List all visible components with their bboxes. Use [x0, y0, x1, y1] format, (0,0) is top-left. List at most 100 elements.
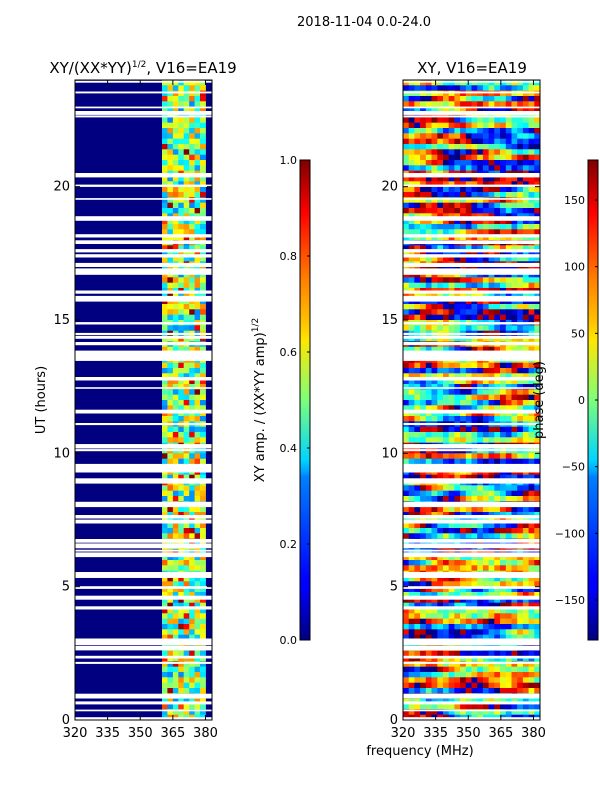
phase-cell	[460, 474, 467, 481]
phase-cell	[460, 229, 467, 236]
phase-cell	[448, 181, 455, 188]
phase-cell	[448, 336, 455, 342]
amplitude-cell	[178, 154, 185, 161]
phase-cell	[505, 704, 512, 710]
phase-cell	[408, 560, 415, 566]
amplitude-cell	[172, 144, 179, 150]
amplitude-cell	[194, 80, 201, 86]
amplitude-cell	[178, 656, 185, 662]
amplitude-cell	[162, 426, 168, 433]
amplitude-cell	[167, 304, 174, 310]
phase-cell	[437, 149, 444, 156]
phase-cell	[517, 346, 524, 353]
phase-cell	[448, 197, 455, 204]
phase-cell	[511, 416, 518, 422]
phase-cell	[488, 618, 495, 625]
x-tick-label: 365	[160, 726, 185, 741]
phase-cell	[528, 389, 535, 396]
phase-cell	[522, 597, 530, 604]
phase-cell	[448, 554, 455, 561]
phase-cell	[505, 250, 512, 257]
amplitude-cell	[178, 549, 185, 556]
phase-cell	[517, 96, 524, 102]
phase-cell	[511, 133, 518, 140]
phase-cell	[477, 192, 484, 198]
phase-cell	[425, 325, 432, 332]
flagged-row	[403, 717, 540, 720]
phase-cell	[522, 613, 530, 620]
phase-cell	[488, 485, 495, 492]
phase-cell	[488, 608, 495, 614]
phase-cell	[443, 709, 450, 716]
amplitude-cell	[167, 565, 174, 572]
phase-cell	[488, 229, 495, 236]
amplitude-cell	[178, 272, 185, 278]
phase-cell	[488, 656, 495, 662]
phase-cell	[511, 149, 518, 156]
phase-cell	[460, 362, 467, 369]
flagged-row	[403, 240, 540, 244]
phase-cell	[431, 656, 438, 662]
flagged-row	[75, 106, 212, 109]
amplitude-cell	[189, 586, 196, 593]
phase-cell	[403, 314, 410, 321]
phase-cell	[511, 496, 518, 502]
phase-cell	[414, 138, 421, 145]
phase-cell	[477, 122, 484, 129]
phase-cell	[471, 384, 478, 390]
phase-cell	[517, 704, 524, 710]
phase-cell	[465, 549, 472, 556]
phase-cell	[443, 666, 450, 673]
amplitude-cell	[183, 336, 190, 342]
phase-cell	[471, 634, 478, 641]
phase-cell	[517, 325, 524, 332]
phase-cell	[437, 629, 444, 636]
phase-cell	[425, 437, 432, 444]
phase-cell	[528, 272, 535, 278]
phase-cell	[454, 618, 461, 625]
phase-cell	[403, 154, 410, 161]
phase-cell	[494, 405, 501, 412]
phase-cell	[408, 618, 415, 625]
phase-cell	[431, 560, 438, 566]
phase-cell	[437, 432, 444, 438]
phase-cell	[482, 368, 490, 374]
phase-cell	[528, 576, 535, 582]
phase-cell	[482, 224, 490, 230]
phase-cell	[465, 661, 472, 668]
phase-cell	[494, 565, 501, 572]
amplitude-cell	[172, 666, 179, 673]
phase-cell	[408, 218, 415, 225]
phase-cell	[488, 549, 495, 556]
flagged-row	[75, 552, 212, 558]
amplitude-cell	[162, 96, 168, 102]
amplitude-cell	[167, 181, 174, 188]
phase-cell	[460, 106, 467, 113]
amplitude-cell	[162, 122, 168, 129]
phase-cell	[494, 218, 501, 225]
phase-cell	[408, 149, 415, 156]
phase-cell	[522, 560, 530, 566]
phase-cell	[534, 202, 540, 209]
phase-cell	[517, 362, 524, 369]
amplitude-cell	[200, 234, 206, 241]
amplitude-cell	[200, 80, 206, 86]
phase-cell	[403, 608, 410, 614]
phase-cell	[431, 154, 438, 161]
phase-cell	[460, 96, 467, 102]
phase-cell	[408, 597, 415, 604]
phase-cell	[414, 709, 421, 716]
phase-cell	[534, 218, 540, 225]
phase-cell	[477, 613, 484, 620]
phase-cell	[414, 208, 421, 214]
phase-cell	[403, 565, 410, 572]
phase-cell	[517, 234, 524, 241]
phase-cell	[528, 661, 535, 668]
amplitude-cell	[178, 704, 185, 710]
phase-cell	[522, 496, 530, 502]
phase-cell	[528, 117, 535, 124]
phase-cell	[534, 181, 540, 188]
phase-cell	[465, 688, 472, 694]
phase-cell	[460, 506, 467, 513]
phase-cell	[448, 432, 455, 438]
